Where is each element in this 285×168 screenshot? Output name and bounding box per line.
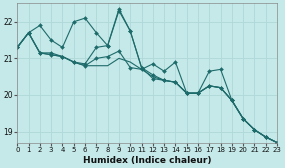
X-axis label: Humidex (Indice chaleur): Humidex (Indice chaleur): [83, 156, 211, 164]
